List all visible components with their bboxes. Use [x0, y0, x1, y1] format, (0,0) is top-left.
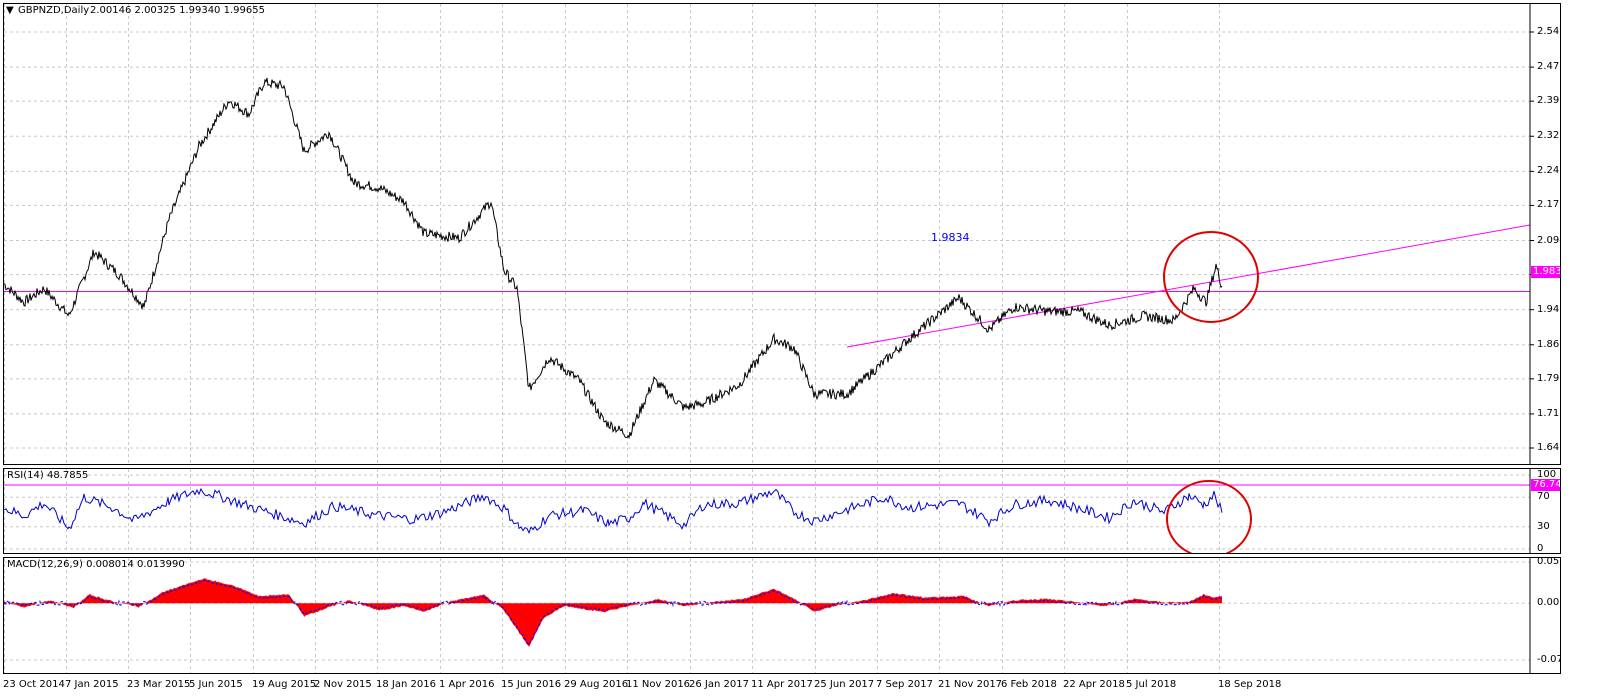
price-line [4, 77, 1223, 440]
rsi-scale-label: 0 [1537, 543, 1544, 554]
rsi-grid [4, 469, 1530, 553]
macd-scale-label: 0.056865 [1537, 557, 1560, 567]
date-label: 15 Jun 2016 [501, 679, 562, 690]
price-scale-label: 1.71650 [1537, 407, 1560, 419]
date-label: 25 Jun 2017 [814, 679, 875, 690]
date-label: 22 Apr 2018 [1063, 679, 1125, 690]
price-scale-label: 1.79300 [1537, 372, 1560, 384]
date-label: 5 Jul 2018 [1126, 679, 1177, 690]
price-scale-label: 2.17100 [1537, 199, 1560, 211]
price-scale-label: 2.09450 [1537, 234, 1560, 246]
macd-svg[interactable] [4, 558, 1561, 674]
level-badge: 1.98348 [1531, 266, 1560, 278]
price-scale-label: 1.64225 [1537, 442, 1560, 453]
macd-title: MACD(12,26,9) 0.008014 0.013990 [7, 559, 185, 570]
symbol-label: GBPNZD,Daily [18, 5, 90, 16]
macd-grid [4, 558, 1530, 673]
rsi-title: RSI(14) 48.7855 [7, 470, 89, 481]
price-chart-pane[interactable]: ▼ GBPNZD,Daily 2.00146 2.00325 1.99340 1… [3, 3, 1561, 465]
trend-line[interactable] [846, 224, 1531, 348]
price-scale-label: 2.47250 [1537, 61, 1560, 73]
rsi-scale-label: 30 [1537, 520, 1550, 532]
macd-scale-label: -0.078286 [1537, 654, 1560, 665]
date-label: 7 Sep 2017 [876, 679, 934, 690]
macd-histogram [4, 578, 1222, 647]
date-label: 5 Jun 2015 [189, 679, 243, 690]
date-label: 18 Sep 2018 [1218, 679, 1282, 690]
price-chart-svg[interactable] [4, 4, 1561, 465]
date-label: 2 Nov 2015 [314, 679, 372, 690]
macd-signal-line [4, 579, 1222, 646]
price-scale-label: 2.24525 [1537, 165, 1560, 177]
rsi-svg[interactable] [4, 469, 1561, 554]
price-scale-label: 1.94375 [1537, 303, 1560, 315]
price-scale-label: 2.54900 [1537, 26, 1560, 37]
macd-scale-label: 0.00 [1537, 597, 1560, 609]
date-label: 26 Jan 2017 [689, 679, 749, 690]
rsi-scale-label: 70 [1537, 491, 1550, 503]
date-label: 23 Mar 2015 [127, 679, 191, 690]
rsi-pane[interactable]: RSI(14) 48.7855 100 70 30 0 76.7442 [3, 468, 1561, 554]
date-label: 18 Jan 2016 [376, 679, 436, 690]
rsi-scale-label: 100 [1537, 469, 1557, 480]
highlight-circle [1163, 231, 1259, 323]
date-label: 21 Nov 2017 [938, 679, 1003, 690]
date-label: 29 Aug 2016 [564, 679, 629, 690]
date-label: 11 Nov 2016 [626, 679, 691, 690]
rsi-level-badge: 76.7442 [1531, 479, 1560, 491]
window-menu-icon[interactable]: ▼ [6, 5, 14, 16]
price-grid [4, 4, 1530, 464]
date-label: 6 Feb 2018 [1001, 679, 1057, 690]
rsi-highlight-circle [1166, 480, 1252, 553]
ohlc-label: 2.00146 2.00325 1.99340 1.99655 [90, 5, 265, 16]
price-scale-label: 2.32175 [1537, 130, 1560, 142]
date-label: 19 Aug 2015 [252, 679, 317, 690]
date-label: 7 Jan 2015 [65, 679, 119, 690]
price-scale-label: 2.39825 [1537, 95, 1560, 107]
macd-pane[interactable]: MACD(12,26,9) 0.008014 0.013990 0.056865… [3, 557, 1561, 674]
price-annotation[interactable]: 1.9834 [931, 231, 970, 244]
date-label: 23 Oct 2014 [3, 679, 65, 690]
date-label: 11 Apr 2017 [751, 679, 813, 690]
price-scale-label: 1.86725 [1537, 338, 1560, 350]
date-label: 1 Apr 2016 [439, 679, 495, 690]
rsi-line [4, 487, 1223, 535]
